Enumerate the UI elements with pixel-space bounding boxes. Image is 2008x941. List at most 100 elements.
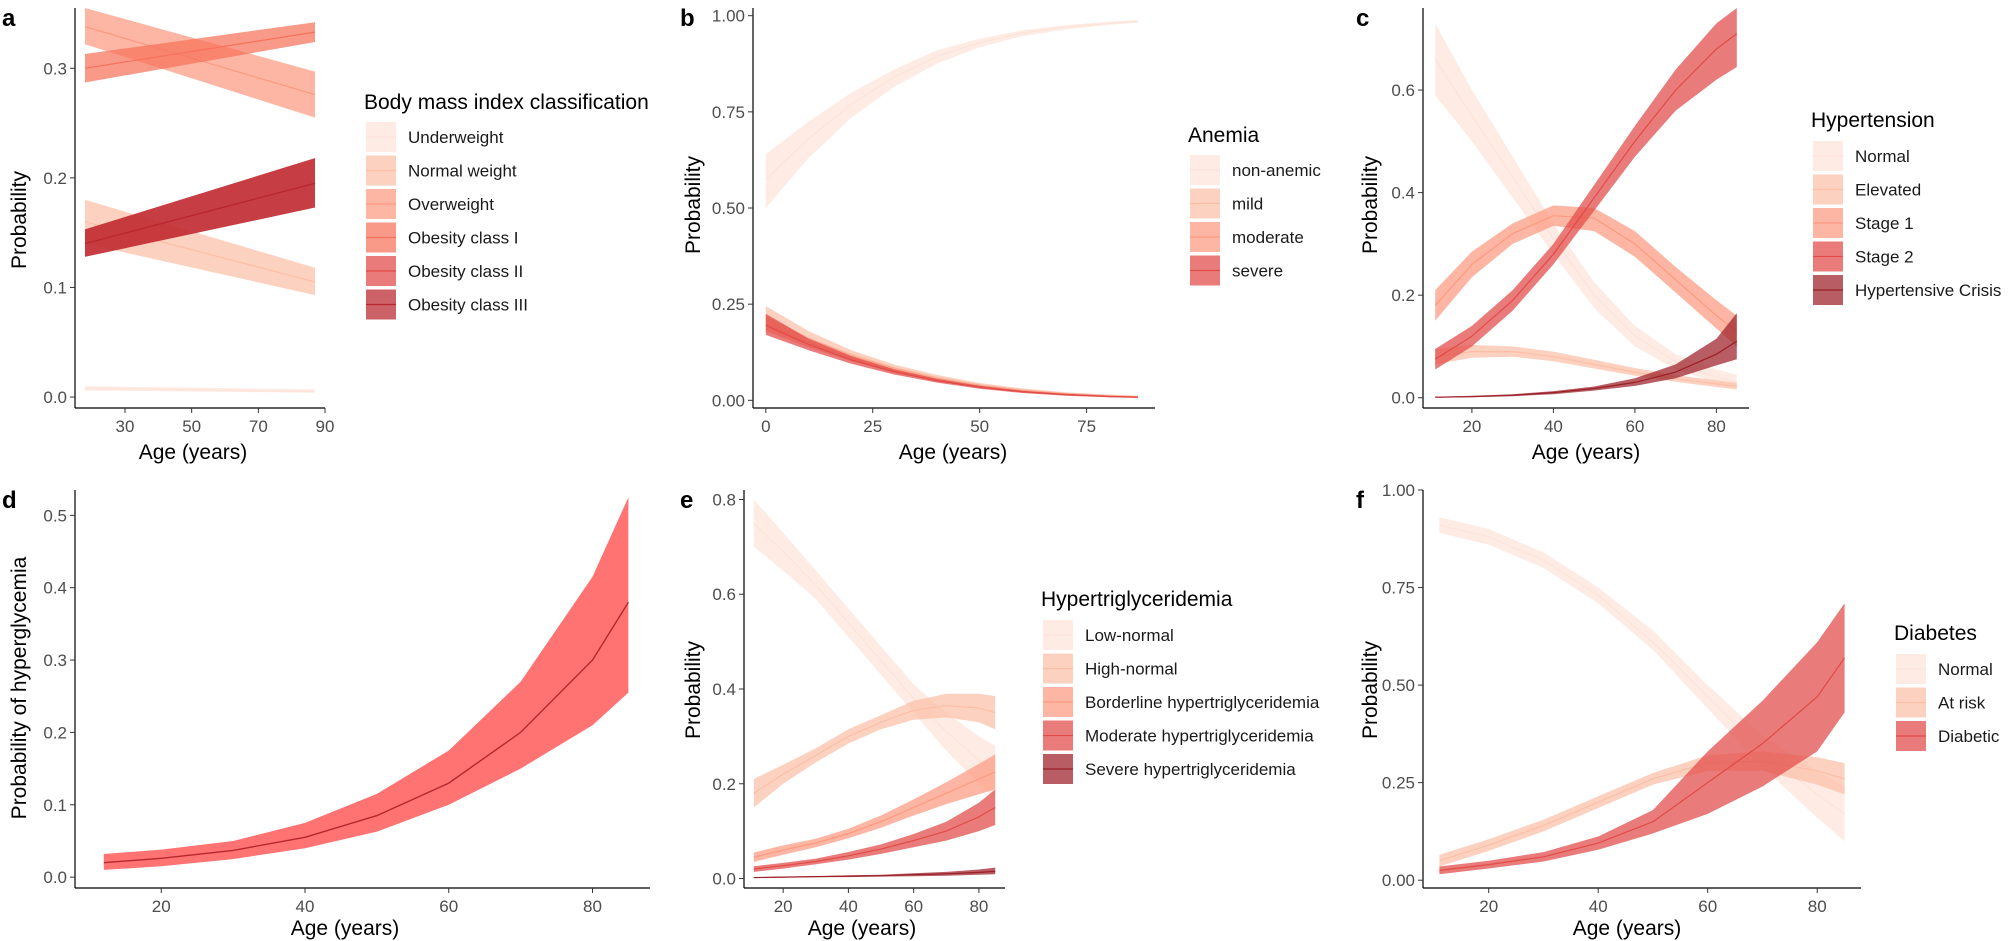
panel-e-band-high-normal [753, 693, 996, 808]
panel-e-line-severe-hypertriglyceridemia [753, 870, 996, 879]
panel-a-band-obesity-class-i [85, 22, 315, 83]
panel-e-legend-label: Severe hypertriglyceridemia [1085, 760, 1296, 779]
panel-a-xtick-label: 50 [182, 417, 201, 436]
panel-e-legend-label: Moderate hypertriglyceridemia [1085, 727, 1314, 746]
panel-d-xtick-label: 40 [296, 897, 315, 916]
panel-c-line-stage-2 [1434, 33, 1738, 360]
panel-f-ytick-label: 0.75 [1382, 579, 1415, 598]
panel-a-ytick-label: 0.0 [43, 388, 67, 407]
panel-a-ytick-label: 0.3 [43, 59, 67, 78]
panel-a-legend-label: Obesity class I [408, 229, 519, 248]
panel-b-legend-label: severe [1232, 262, 1283, 281]
panel-e-line-low-normal [753, 522, 996, 775]
panel-a-line-obesity-class-i [84, 31, 316, 69]
panel-a-xtick-label: 30 [116, 417, 135, 436]
panel-f-band-diabetic [1439, 603, 1845, 875]
panel-c-xtick-label: 80 [1707, 417, 1726, 436]
panel-b-line-non-anemic [765, 20, 1138, 180]
panel-b-band-moderate [765, 315, 1138, 398]
panel-f: f Age (years) Probability Diabetes 0.00 0… [1356, 481, 2000, 940]
panel-a-label: a [2, 5, 16, 32]
panel-e-line-borderline-hypertriglyceridemia [753, 771, 996, 858]
panel-f-legend-label: Diabetic [1938, 727, 2000, 746]
panel-b-ytick-label: 0.75 [712, 103, 745, 122]
panel-d-xlabel: Age (years) [291, 917, 400, 940]
panel-e-ytick-label: 0.4 [712, 680, 736, 699]
panel-a: a Age (years) Probability Body mass inde… [2, 5, 649, 464]
panel-b-ylabel: Probability [682, 155, 705, 254]
panel-e-ytick-label: 0.0 [712, 870, 736, 889]
panel-d-ytick-label: 0.3 [43, 651, 67, 670]
panel-c-label: c [1356, 5, 1369, 32]
panel-e-xtick-label: 40 [839, 897, 858, 916]
panel-a-band-obesity-class-iii [85, 158, 315, 257]
panel-b-xtick-label: 0 [761, 417, 770, 436]
panel-e-xtick-label: 20 [774, 897, 793, 916]
panel-c-line-elevated [1435, 351, 1737, 388]
panel-c-legend-label: Elevated [1855, 181, 1921, 200]
panel-c-legend-label: Hypertensive Crisis [1855, 281, 2001, 300]
panel-a-ytick-label: 0.1 [43, 278, 67, 297]
panel-b: b Age (years) Probability Anemia 0.00 0.2… [680, 5, 1321, 464]
panel-f-line-at-risk [1439, 760, 1845, 862]
panel-b-legend-label: mild [1232, 195, 1263, 214]
panel-c-band-stage-2 [1435, 8, 1737, 370]
panel-f-xtick-label: 60 [1698, 897, 1717, 916]
panel-d-ytick-label: 0.1 [43, 796, 67, 815]
panel-f-legend-label: At risk [1938, 694, 1986, 713]
panel-c-ytick-label: 0.0 [1391, 389, 1415, 408]
panel-e-legend-label: Low-normal [1085, 626, 1174, 645]
panel-f-xlabel: Age (years) [1573, 917, 1682, 940]
panel-a-band-overweight [85, 8, 315, 118]
panel-c-ytick-label: 0.6 [1391, 81, 1415, 100]
panel-a-legend-label: Overweight [408, 195, 494, 214]
panel-b-legend-title: Anemia [1188, 124, 1260, 147]
panel-a-legend-label: Obesity class II [408, 262, 523, 281]
panel-f-ytick-label: 0.00 [1382, 871, 1415, 890]
panel-e-xlabel: Age (years) [808, 917, 917, 940]
panel-e-band-low-normal [753, 499, 996, 798]
panel-a-legend-label: Underweight [408, 128, 504, 147]
panel-d-xtick-label: 80 [583, 897, 602, 916]
panel-c-xtick-label: 40 [1544, 417, 1563, 436]
panel-f-xtick-label: 80 [1808, 897, 1827, 916]
panel-f-ytick-label: 0.50 [1382, 676, 1415, 695]
panel-c-xlabel: Age (years) [1532, 441, 1641, 464]
panel-b-band-severe [765, 313, 1138, 398]
panel-f-legend-label: Normal [1938, 660, 1993, 679]
panel-e-xtick-label: 80 [969, 897, 988, 916]
panel-a-legend-title: Body mass index classification [364, 91, 649, 114]
panel-e-xtick-label: 60 [904, 897, 923, 916]
panel-e-band-severe-hypertriglyceridemia [753, 867, 996, 878]
panel-f-xtick-label: 20 [1479, 897, 1498, 916]
panel-f-ylabel: Probability [1359, 640, 1382, 739]
panel-d-ytick-label: 0.5 [43, 506, 67, 525]
panel-b-xlabel: Age (years) [899, 441, 1008, 464]
panel-b-xtick-label: 50 [970, 417, 989, 436]
panel-c-band-stage-1 [1435, 205, 1737, 347]
panel-c-band-hypertensive-crisis [1435, 313, 1737, 398]
panel-c: c Age (years) Probability Hypertension 0… [1356, 5, 2001, 464]
panel-d-xtick-label: 60 [439, 897, 458, 916]
panel-d-band-hyperglycemia [103, 497, 629, 870]
panel-e-line-high-normal [753, 704, 996, 794]
panel-d-ylabel: Probability of hyperglycemia [8, 556, 31, 819]
panel-a-legend-label: Obesity class III [408, 296, 528, 315]
panel-c-ytick-label: 0.2 [1391, 286, 1415, 305]
panel-e-ytick-label: 0.2 [712, 775, 736, 794]
panel-d-label: d [2, 487, 17, 514]
panel-b-ytick-label: 0.50 [712, 199, 745, 218]
panel-c-legend-label: Stage 1 [1855, 214, 1914, 233]
panel-a-legend-label: Normal weight [408, 162, 517, 181]
panel-c-ylabel: Probability [1359, 155, 1382, 254]
panel-b-legend-label: moderate [1232, 228, 1304, 247]
panel-e-label: e [680, 487, 693, 514]
panel-b-xtick-label: 25 [863, 417, 882, 436]
panel-e-ylabel: Probability [682, 640, 705, 739]
panel-f-legend-title: Diabetes [1894, 622, 1977, 645]
panel-a-ylabel: Probability [8, 170, 31, 269]
panel-b-legend-label: non-anemic [1232, 161, 1321, 180]
panel-f-band-at-risk [1439, 751, 1845, 867]
panel-b-line-severe [765, 324, 1138, 398]
